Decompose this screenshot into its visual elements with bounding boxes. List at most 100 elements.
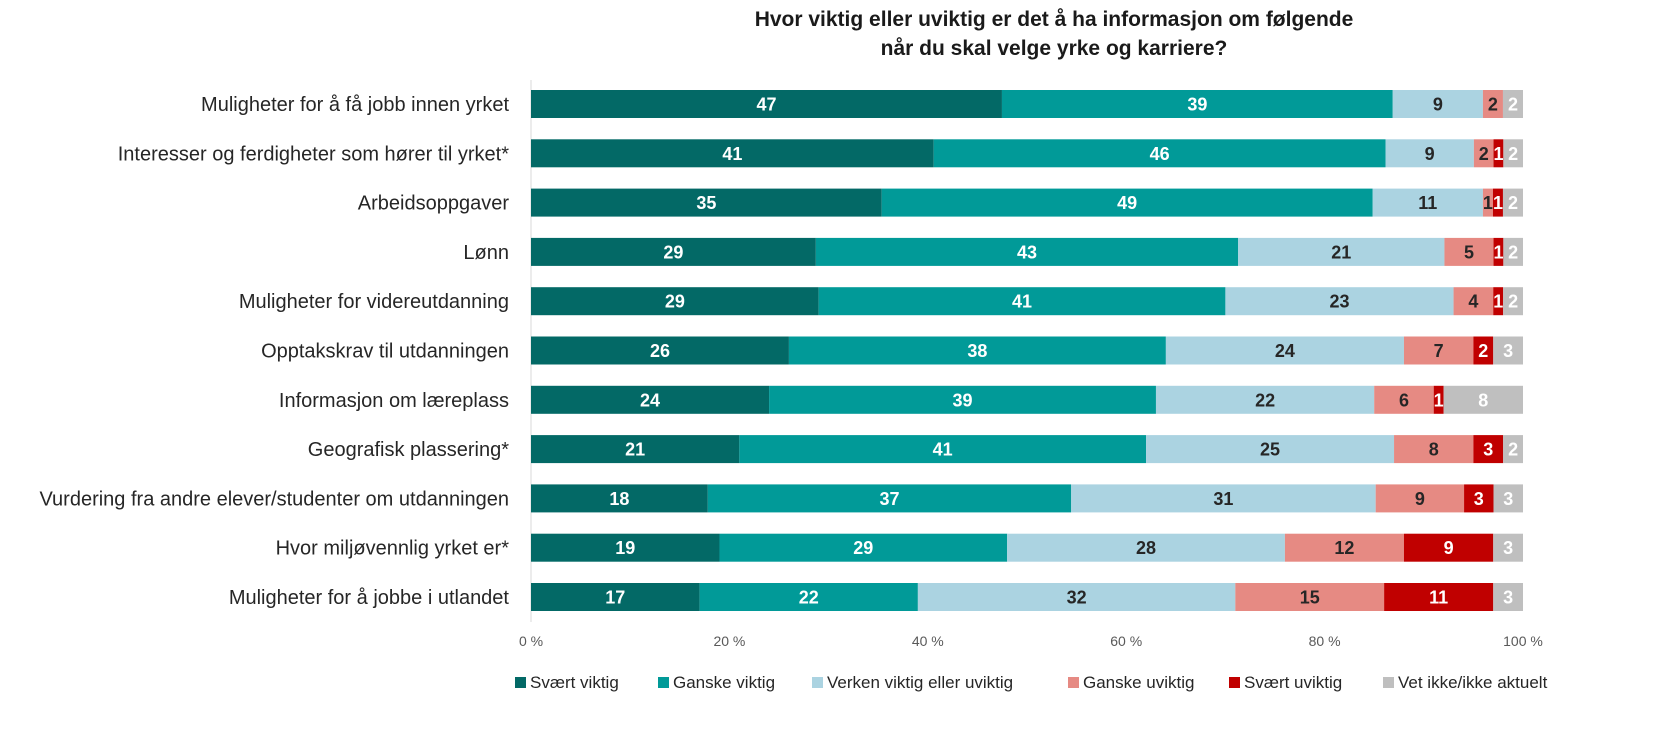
data-label-svaert-viktig-2: 41: [722, 144, 742, 164]
bar-svaert-viktig-5: [531, 287, 819, 316]
data-label-svaert-viktig-4: 29: [663, 242, 683, 262]
legend-swatch-ganske-uviktig: [1068, 677, 1079, 688]
data-label-ganske-uviktig-3: 1: [1483, 193, 1493, 213]
data-label-svaert-uviktig-4: 1: [1493, 242, 1503, 262]
chart-title-line-2: når du skal velge yrke og karriere?: [881, 37, 1228, 60]
bar-svaert-uviktig-2: [1493, 139, 1504, 168]
legend-label-ganske-uviktig: Ganske uviktig: [1083, 673, 1195, 692]
bar-ganske-uviktig-9: [1375, 484, 1465, 513]
bar-ganske-viktig-3: [881, 188, 1373, 217]
data-label-svaert-uviktig-5: 1: [1493, 292, 1503, 312]
bar-ganske-viktig-8: [739, 435, 1147, 464]
bar-verken-viktig-eller-uviktig-9: [1071, 484, 1376, 513]
data-label-ganske-uviktig-5: 4: [1468, 292, 1478, 312]
bar-svaert-uviktig-5: [1493, 287, 1504, 316]
bar-ganske-viktig-4: [815, 237, 1239, 266]
bar-svaert-uviktig-4: [1493, 237, 1504, 266]
data-label-ganske-uviktig-7: 6: [1399, 390, 1409, 410]
bar-vet-ikke-ikke-aktuelt-5: [1503, 287, 1523, 316]
category-label-muligheter-for-a-fa-jobb-innen-yrket: Muligheter for å få jobb innen yrket: [201, 94, 509, 116]
bar-ganske-uviktig-10: [1284, 533, 1404, 562]
data-label-ganske-uviktig-4: 5: [1464, 242, 1474, 262]
bar-svaert-uviktig-3: [1492, 188, 1503, 217]
bar-verken-viktig-eller-uviktig-7: [1155, 385, 1375, 414]
bar-vet-ikke-ikke-aktuelt-10: [1493, 533, 1523, 562]
x-tick-label-60: 60 %: [1110, 633, 1142, 649]
data-label-vet-ikke-ikke-aktuelt-9: 3: [1503, 489, 1513, 509]
legend-swatch-vet-ikke-ikke-aktuelt: [1383, 677, 1394, 688]
bar-svaert-viktig-9: [531, 484, 708, 513]
bar-svaert-uviktig-6: [1473, 336, 1494, 365]
x-axis-ticks: 0 % 20 % 40 % 60 % 80 % 100 %: [519, 633, 1543, 649]
data-label-verken-viktig-eller-uviktig-2: 9: [1425, 144, 1435, 164]
category-label-informasjon-om-laereplass: Informasjon om læreplass: [279, 390, 509, 412]
legend-swatch-svaert-viktig: [515, 677, 526, 688]
data-label-svaert-viktig-10: 19: [615, 538, 635, 558]
data-label-svaert-viktig-8: 21: [625, 440, 645, 460]
data-label-vet-ikke-ikke-aktuelt-7: 8: [1478, 390, 1488, 410]
data-label-svaert-viktig-9: 18: [609, 489, 629, 509]
bar-ganske-uviktig-11: [1235, 583, 1385, 611]
bar-ganske-viktig-2: [933, 139, 1386, 168]
x-tick-label-20: 20 %: [713, 633, 745, 649]
x-tick-label-40: 40 %: [912, 633, 944, 649]
data-label-svaert-viktig-1: 47: [756, 95, 776, 115]
data-labels: 47 39 9 2 241 46 9 2 1 235 49 11 1 1 229 43 21 5 1 229 41 23 4…: [605, 95, 1518, 608]
data-label-vet-ikke-ikke-aktuelt-6: 3: [1503, 341, 1513, 361]
data-label-verken-viktig-eller-uviktig-6: 24: [1275, 341, 1295, 361]
bar-ganske-viktig-5: [818, 287, 1226, 316]
data-label-vet-ikke-ikke-aktuelt-2: 2: [1508, 144, 1518, 164]
bar-vet-ikke-ikke-aktuelt-1: [1502, 90, 1523, 118]
bar-vet-ikke-ikke-aktuelt-3: [1502, 188, 1523, 217]
data-label-svaert-uviktig-10: 9: [1444, 538, 1454, 558]
bar-ganske-uviktig-6: [1403, 336, 1474, 365]
data-label-vet-ikke-ikke-aktuelt-1: 2: [1508, 95, 1518, 115]
bar-vet-ikke-ikke-aktuelt-4: [1503, 237, 1523, 266]
data-label-verken-viktig-eller-uviktig-8: 25: [1260, 440, 1280, 460]
data-label-vet-ikke-ikke-aktuelt-11: 3: [1503, 588, 1513, 608]
legend-label-ganske-viktig: Ganske viktig: [673, 673, 775, 692]
data-label-ganske-viktig-10: 29: [853, 538, 873, 558]
category-label-vurdering-fra-andre-elever-studenter-om-utdanningen: Vurdering fra andre elever/studenter om …: [39, 488, 509, 510]
bar-svaert-viktig-4: [531, 237, 816, 266]
data-label-verken-viktig-eller-uviktig-3: 11: [1418, 193, 1437, 213]
x-tick-label-80: 80 %: [1309, 633, 1341, 649]
data-label-ganske-viktig-8: 41: [933, 440, 953, 460]
data-label-svaert-uviktig-7: 1: [1434, 390, 1444, 410]
bar-ganske-uviktig-3: [1482, 188, 1493, 217]
data-label-svaert-uviktig-6: 2: [1478, 341, 1488, 361]
data-label-ganske-uviktig-8: 8: [1429, 440, 1439, 460]
data-label-verken-viktig-eller-uviktig-10: 28: [1136, 538, 1156, 558]
chart-title: Hvor viktig eller uviktig er det å ha in…: [755, 8, 1354, 60]
bar-vet-ikke-ikke-aktuelt-6: [1493, 336, 1523, 365]
bar-ganske-uviktig-7: [1374, 385, 1434, 414]
legend-label-svaert-viktig: Svært viktig: [530, 673, 619, 692]
data-label-verken-viktig-eller-uviktig-7: 22: [1255, 390, 1275, 410]
bar-svaert-uviktig-11: [1384, 583, 1494, 611]
data-label-svaert-uviktig-9: 3: [1474, 489, 1484, 509]
data-label-ganske-viktig-6: 38: [967, 341, 987, 361]
bar-vet-ikke-ikke-aktuelt-9: [1493, 484, 1523, 513]
category-label-muligheter-for-videreutdanning: Muligheter for videreutdanning: [239, 291, 509, 313]
data-label-svaert-viktig-5: 29: [665, 292, 685, 312]
category-label-opptakskrav-til-utdanningen: Opptakskrav til utdanningen: [261, 341, 509, 363]
bar-ganske-uviktig-8: [1394, 435, 1474, 464]
legend-swatch-svaert-uviktig: [1229, 677, 1240, 688]
category-label-hvor-miljovennlig-yrket-er: Hvor miljøvennlig yrket er*: [276, 538, 510, 560]
bar-verken-viktig-eller-uviktig-4: [1238, 237, 1445, 266]
bar-verken-viktig-eller-uviktig-3: [1372, 188, 1483, 217]
bar-ganske-uviktig-2: [1473, 139, 1494, 168]
legend-swatch-ganske-viktig: [658, 677, 669, 688]
bar-vet-ikke-ikke-aktuelt-2: [1503, 139, 1523, 168]
data-label-vet-ikke-ikke-aktuelt-3: 2: [1508, 193, 1518, 213]
bar-vet-ikke-ikke-aktuelt-11: [1493, 583, 1523, 611]
bar-ganske-viktig-6: [788, 336, 1166, 365]
data-label-ganske-uviktig-10: 12: [1334, 538, 1354, 558]
category-label-arbeidsoppgaver: Arbeidsoppgaver: [358, 193, 510, 215]
bar-ganske-viktig-7: [769, 385, 1156, 414]
bar-ganske-viktig-9: [707, 484, 1072, 513]
bar-ganske-viktig-10: [719, 533, 1008, 562]
bar-svaert-viktig-7: [531, 385, 770, 414]
data-label-ganske-viktig-4: 43: [1017, 242, 1037, 262]
